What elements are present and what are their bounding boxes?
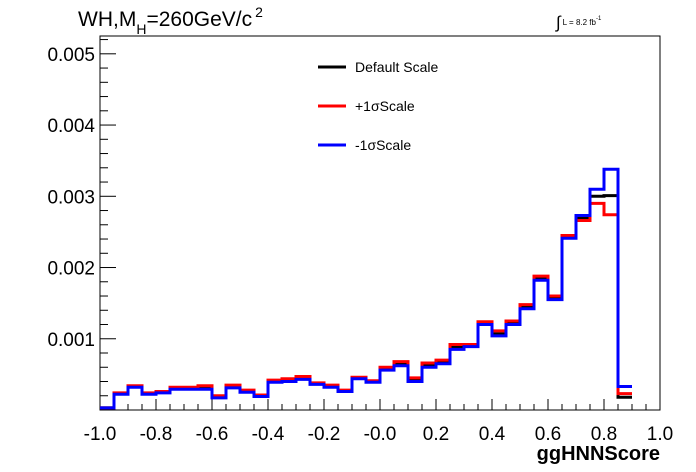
axes: -1.0 -0.8 -0.6 -0.4 -0.2 -0.0 0.2 0.4 0.6 0.8 1.0 0…: [47, 35, 673, 445]
chart-title: WH,MH=260GeV/c 2: [78, 4, 263, 37]
legend-label: +1σScale: [355, 98, 415, 114]
x-tick-label: -0.8: [140, 424, 173, 445]
x-axis-label: ggHNNScore: [536, 443, 660, 465]
x-tick-label: 0.4: [479, 424, 506, 445]
y-tick-label: 0.002: [47, 259, 95, 280]
x-tick-label: -0.0: [364, 424, 397, 445]
legend-label: Default Scale: [355, 59, 438, 75]
x-tick-label: -0.2: [308, 424, 341, 445]
y-tick-label: 0.001: [47, 330, 95, 351]
x-tick-label: 0.2: [423, 424, 449, 445]
legend: Default Scale +1σScale -1σScale: [318, 59, 438, 153]
y-tick-label: 0.003: [47, 187, 95, 208]
luminosity-label: ∫ L = 8.2 fb-1: [556, 13, 602, 32]
x-tick-label: -1.0: [84, 424, 117, 445]
legend-label: -1σScale: [355, 137, 411, 153]
series-lines: [100, 167, 632, 410]
x-tick-label: 1.0: [647, 424, 673, 445]
x-tick-label: 0.6: [535, 424, 561, 445]
x-tick-label: -0.6: [196, 424, 229, 445]
y-tick-label: 0.004: [47, 116, 95, 137]
x-tick-label: 0.8: [591, 424, 617, 445]
series-2-line: [100, 167, 632, 410]
y-tick-label: 0.005: [47, 45, 95, 66]
x-tick-label: -0.4: [252, 424, 285, 445]
integral-symbol: ∫: [556, 13, 561, 32]
